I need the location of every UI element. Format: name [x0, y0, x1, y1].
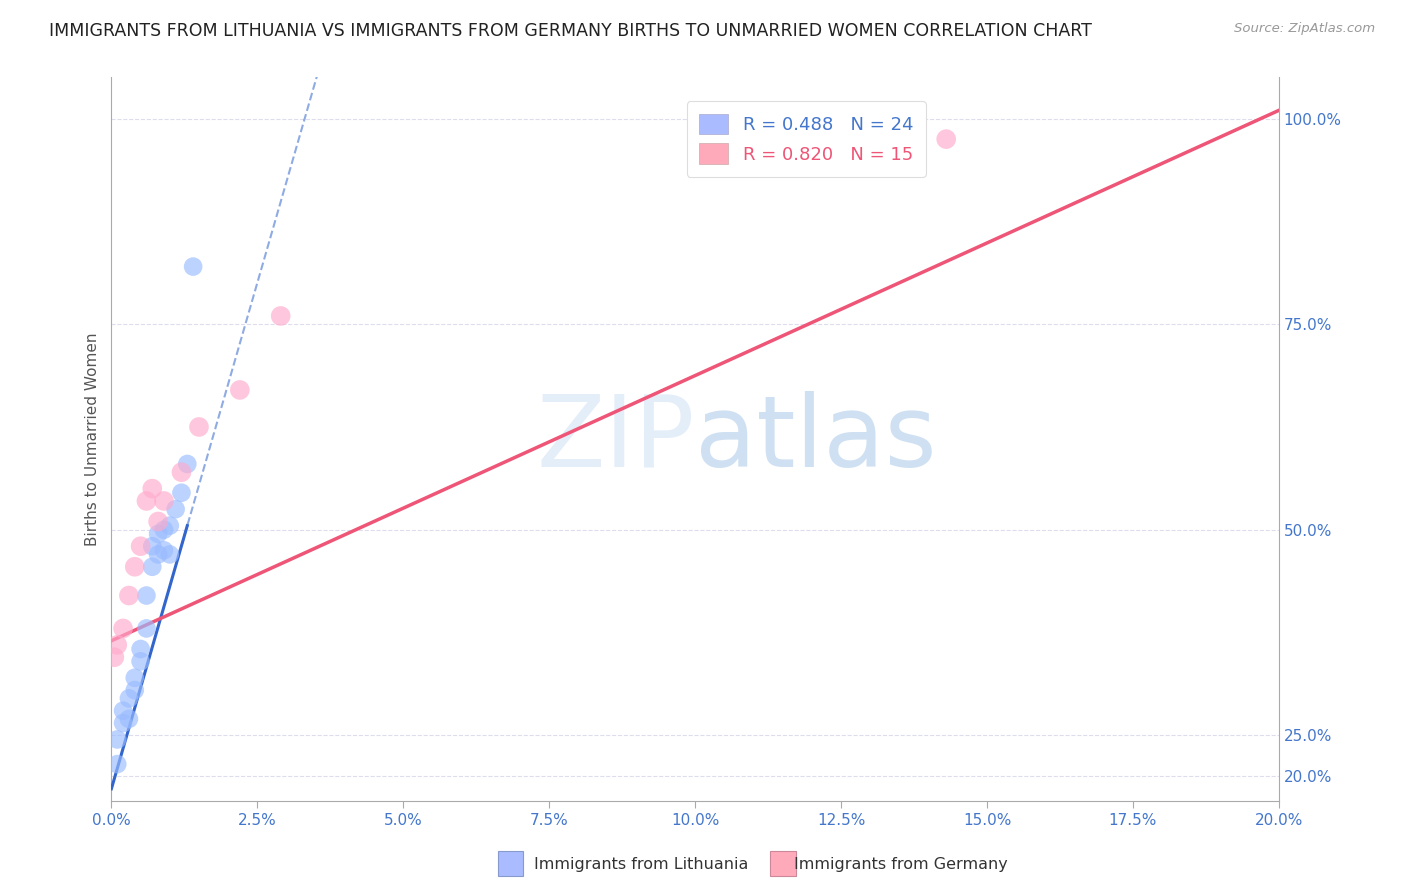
Bar [770, 851, 796, 876]
Point [129, 539, 152, 553]
Point [118, 691, 141, 706]
Point [141, 482, 163, 496]
Point [141, 539, 163, 553]
Text: Immigrants from Lithuania: Immigrants from Lithuania [534, 857, 748, 872]
Point [112, 716, 135, 731]
Point [124, 683, 146, 698]
Point [141, 559, 163, 574]
Point [124, 671, 146, 685]
Text: ZIP: ZIP [537, 391, 695, 488]
Point [153, 543, 176, 558]
Point [118, 712, 141, 726]
Point [129, 642, 152, 657]
Bar [498, 851, 523, 876]
Point [105, 757, 128, 772]
Point [112, 622, 135, 636]
Point [118, 589, 141, 603]
Point [112, 704, 135, 718]
Point [146, 548, 169, 562]
Point [188, 420, 211, 434]
Point [146, 515, 169, 529]
Point [935, 132, 957, 146]
Point [129, 654, 152, 668]
Point [165, 502, 187, 516]
Point [135, 622, 157, 636]
Point [159, 548, 181, 562]
Point [153, 523, 176, 537]
Text: Immigrants from Germany: Immigrants from Germany [794, 857, 1008, 872]
Point [229, 383, 252, 397]
Point [105, 732, 128, 747]
Point [124, 559, 146, 574]
Legend: R = 0.488   N = 24, R = 0.820   N = 15: R = 0.488 N = 24, R = 0.820 N = 15 [686, 101, 925, 177]
Point [146, 526, 169, 541]
Text: atlas: atlas [695, 391, 936, 488]
Point [103, 650, 125, 665]
Point [105, 638, 128, 652]
Point [135, 589, 157, 603]
Point [181, 260, 204, 274]
Point [159, 518, 181, 533]
Point [270, 309, 292, 323]
Point [176, 457, 198, 471]
Point [170, 465, 193, 479]
Point [153, 494, 176, 508]
Y-axis label: Births to Unmarried Women: Births to Unmarried Women [86, 333, 100, 546]
Point [135, 494, 157, 508]
Point [170, 485, 193, 500]
Text: IMMIGRANTS FROM LITHUANIA VS IMMIGRANTS FROM GERMANY BIRTHS TO UNMARRIED WOMEN C: IMMIGRANTS FROM LITHUANIA VS IMMIGRANTS … [49, 22, 1092, 40]
Text: Source: ZipAtlas.com: Source: ZipAtlas.com [1234, 22, 1375, 36]
